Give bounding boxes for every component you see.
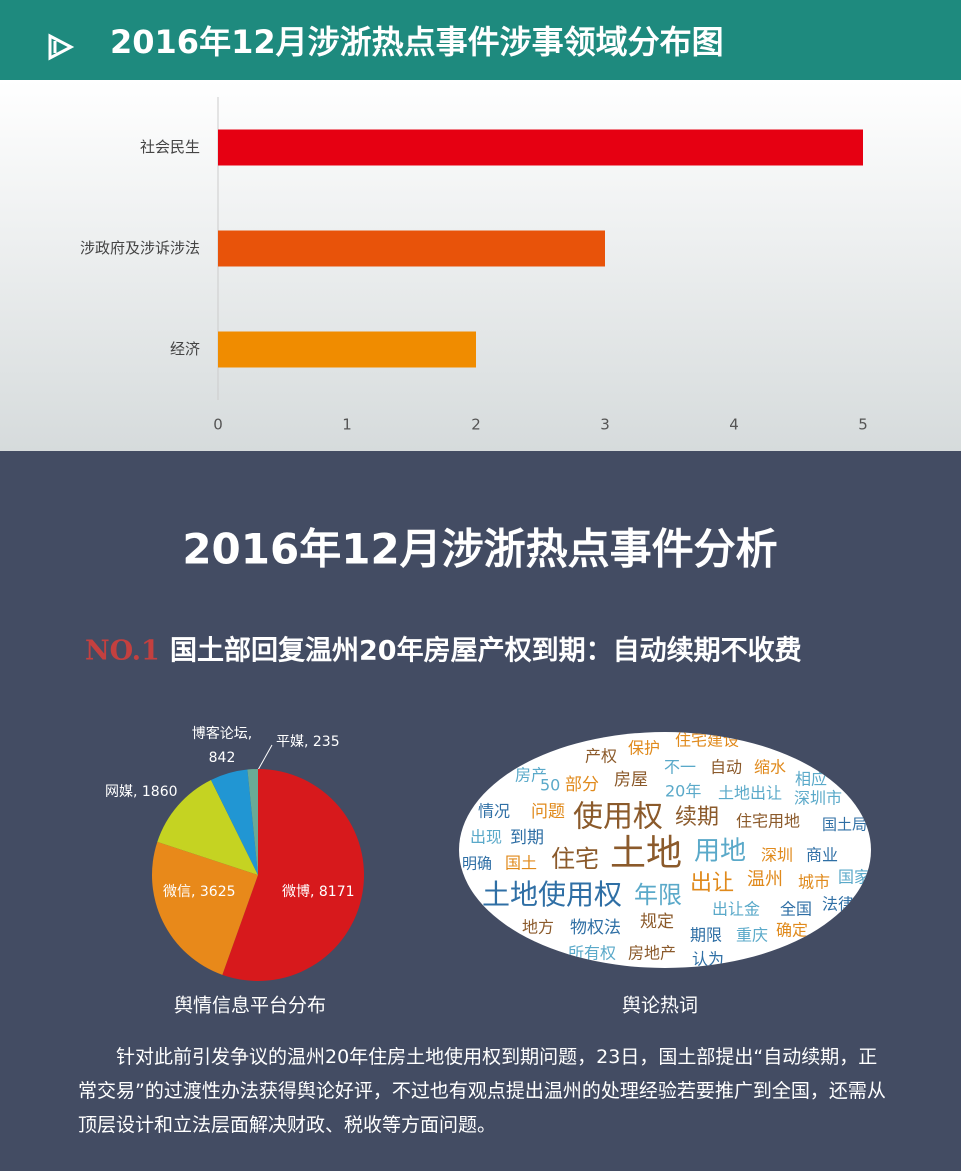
pie-slice (211, 769, 258, 875)
cloud-word: 50 (540, 776, 560, 795)
x-tick-label: 4 (729, 416, 739, 434)
cloud-word: 出现 (470, 828, 502, 847)
x-tick-label: 1 (342, 416, 352, 434)
section-number: NO.1 (85, 636, 160, 667)
x-tick-label: 5 (858, 416, 868, 434)
x-tick-label: 3 (600, 416, 610, 434)
slice-label: 平媒, 235 (276, 734, 340, 750)
header-title: 2016年12月涉浙热点事件涉事领域分布图 (110, 23, 724, 61)
section-title: 2016年12月涉浙热点事件分析 (182, 525, 777, 574)
cloud-word: 情况 (478, 802, 510, 821)
play-icon (48, 33, 75, 61)
bar (218, 331, 476, 368)
cloud-word: 产权 (585, 747, 617, 766)
cloud-word: 房产 (515, 766, 547, 785)
headline: 国土部回复温州20年房屋产权到期：自动续期不收费 (170, 635, 802, 667)
cloud-word: 土地 (610, 833, 682, 874)
slice-label: 博客论坛, 842 (191, 726, 253, 766)
slice-label: 微信, 3625 (163, 884, 236, 900)
cloud-word: 住宅 (551, 845, 599, 873)
cloud-word: 土地出让 (718, 784, 782, 803)
cloud-word: 城市 (798, 873, 830, 892)
cloud-word: 物权法 (570, 918, 621, 938)
cloud-word: 温州 (747, 869, 783, 890)
paragraph: 针对此前引发争议的温州20年住房土地使用权到期问题，23日，国土部提出“自动续期… (78, 1046, 886, 1136)
pie-slice (151, 841, 258, 975)
cloud-word: 相应 (795, 770, 827, 789)
header-bar (0, 0, 961, 80)
cloud-word: 年限 (634, 881, 682, 909)
pie-slice (157, 779, 258, 875)
cloud-word: 使用权 (573, 800, 663, 835)
cloud-word: 国土 (505, 854, 537, 873)
chart-caption: 舆情信息平台分布 (174, 995, 326, 1017)
cloud-word: 商业 (806, 846, 838, 865)
cloud-word: 全国 (780, 900, 812, 919)
cloud-word: 重庆 (736, 926, 768, 945)
cloud-word: 深圳市 (794, 789, 842, 808)
cloud-word: 地方 (522, 918, 554, 937)
cloud-caption: 舆论热词 (622, 995, 698, 1017)
x-tick-label: 2 (471, 416, 481, 434)
cloud-word: 深圳 (761, 846, 793, 865)
leader-line (257, 744, 273, 771)
cloud-word: 土地使用权 (482, 878, 622, 911)
slice-label: 微博, 8171 (282, 884, 355, 900)
cloud-word: 不一 (664, 758, 696, 777)
cloud-word: 规定 (640, 912, 674, 932)
cloud-word: 房屋 (614, 770, 648, 790)
cloud-word: 出让金 (712, 900, 760, 919)
cloud-word: 自动 (710, 758, 742, 777)
x-tick-label: 0 (213, 416, 223, 434)
cloud-word: 缩水 (754, 758, 786, 777)
cloud-word: 部分 (565, 775, 599, 795)
cloud-word: 确定 (776, 921, 808, 940)
cloud-bg (459, 732, 871, 968)
cloud-word: 到期 (510, 828, 544, 848)
cloud-word: 认为 (692, 950, 724, 969)
slice-label: 网媒, 1860 (105, 784, 178, 800)
cloud-word: 国家 (838, 868, 870, 887)
bar (218, 129, 863, 166)
bar (218, 230, 605, 267)
cloud-word: 明确 (462, 855, 492, 873)
cloud-word: 20年 (665, 782, 701, 801)
cloud-word: 用地 (694, 837, 746, 867)
pie-slice (247, 769, 258, 875)
y-tick-label: 涉政府及涉诉涉法 (80, 239, 200, 257)
y-tick-label: 经济 (170, 340, 200, 358)
cloud-word: 保护 (628, 739, 660, 758)
cloud-word: 出让 (690, 871, 734, 896)
cloud-word: 问题 (531, 802, 565, 822)
pie-slice (222, 769, 364, 981)
cloud-word: 房地产 (628, 944, 676, 963)
cloud-word: 期限 (690, 926, 722, 945)
cloud-word: 国土局 (822, 816, 867, 834)
cloud-word: 住宅用地 (736, 812, 800, 831)
y-tick-label: 社会民生 (140, 138, 200, 156)
cloud-word: 续期 (675, 805, 719, 830)
